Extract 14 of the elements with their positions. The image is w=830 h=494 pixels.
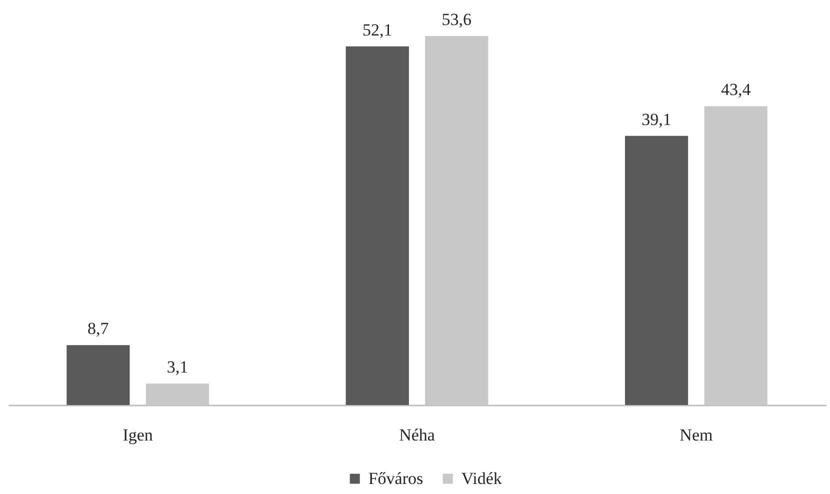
bar xyxy=(624,136,688,405)
bar xyxy=(346,46,409,405)
legend-label: Főváros xyxy=(368,468,424,488)
x-tick-label: Nem xyxy=(680,426,713,444)
data-label: 8,7 xyxy=(88,319,110,338)
data-label: 53,6 xyxy=(442,10,472,29)
legend-label: Vidék xyxy=(461,468,502,488)
data-label: 52,1 xyxy=(362,20,392,40)
bar xyxy=(66,345,130,405)
x-tick-label: Néha xyxy=(399,426,436,444)
data-label: 39,1 xyxy=(642,110,672,129)
data-label: 43,4 xyxy=(720,80,752,100)
x-tick-label: Igen xyxy=(122,426,154,444)
data-label: 3,1 xyxy=(166,358,188,377)
